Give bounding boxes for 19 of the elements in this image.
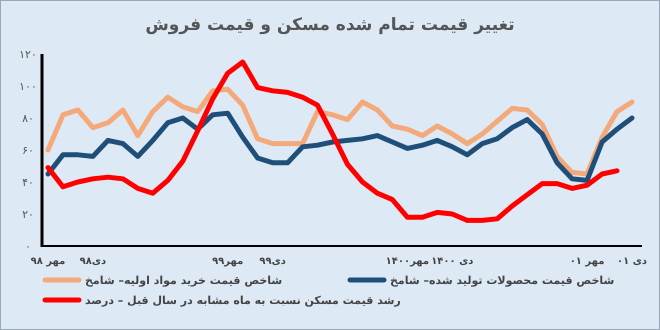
y-tick-label: ۲۰	[22, 208, 34, 221]
y-tick-label: ۱۰۰	[19, 80, 37, 93]
x-tick-label: دی۹۹	[259, 256, 286, 267]
y-tick-label: ۱۲۰	[19, 48, 37, 61]
chart-title: تغییر قیمت تمام شده مسکن و قیمت فروش	[145, 15, 515, 35]
x-tick-label: مهر ۰۱	[570, 256, 604, 267]
x-tick-label: مهر ۹۸	[30, 256, 66, 267]
legend-label: شاخص قیمت خرید مواد اولیه– شامخ	[85, 274, 282, 287]
x-tick-label: دی۹۸	[80, 256, 106, 267]
legend-label: رشد قیمت مسکن نسبت به ماه مشابه در سال قبل – درصد	[85, 294, 401, 307]
x-tick-label: مهر۱۴۰۰	[386, 256, 430, 267]
legend-label: شاخص قیمت محصولات تولید شده– شامخ	[390, 274, 614, 287]
y-tick-label: ۰	[25, 240, 31, 253]
y-tick-label: ۸۰	[22, 112, 34, 125]
x-tick-label: دی ۱۴۰۰	[431, 256, 474, 267]
y-tick-label: ۴۰	[22, 176, 34, 189]
x-tick-label: مهر۹۹	[212, 256, 244, 267]
x-tick-label: دی ۰۱	[617, 256, 647, 267]
y-tick-label: ۶۰	[22, 144, 34, 157]
